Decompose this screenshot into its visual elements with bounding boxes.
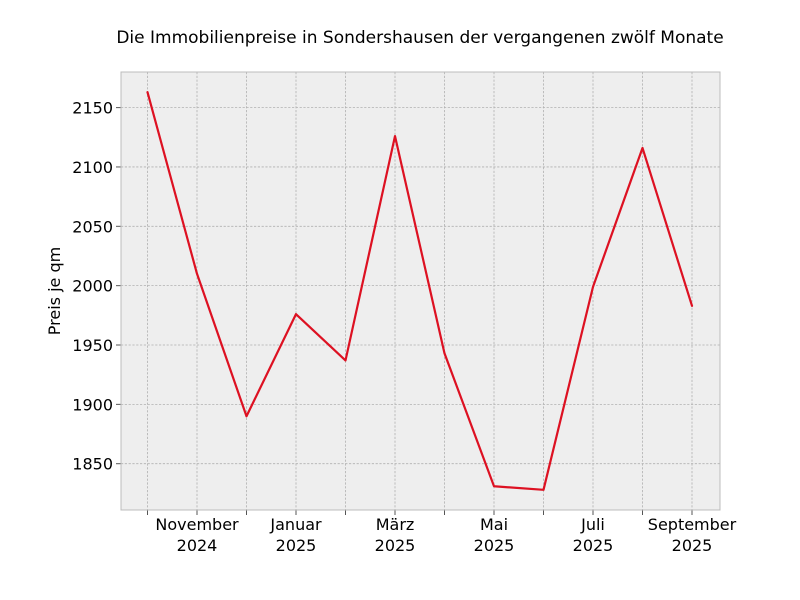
x-tick-label-line2: 2025 bbox=[375, 536, 416, 555]
data-points bbox=[147, 92, 693, 490]
x-tick-label-line1: Mai bbox=[480, 515, 508, 534]
chart-title: Die Immobilienpreise in Sondershausen de… bbox=[116, 28, 723, 48]
x-tick-label-line1: März bbox=[376, 515, 415, 534]
x-tick-label-line2: 2025 bbox=[573, 536, 614, 555]
y-axis-title: Preis je qm bbox=[45, 247, 64, 335]
axis-ticks bbox=[116, 107, 693, 515]
x-tick-label-line1: Januar bbox=[269, 515, 322, 534]
y-tick-label: 2050 bbox=[72, 217, 113, 236]
plot-frame bbox=[120, 71, 721, 511]
y-tick-label: 2000 bbox=[72, 277, 113, 296]
grid-lines bbox=[121, 72, 720, 510]
y-axis-tick-labels: 1850 1900 1950 2000 2050 2100 2150 bbox=[72, 99, 113, 474]
x-tick-label-line1: November bbox=[155, 515, 239, 534]
y-tick-label: 2150 bbox=[72, 99, 113, 118]
x-axis-tick-labels: November 2024 Januar 2025 März 2025 Mai 2025 Jul… bbox=[155, 515, 736, 555]
x-tick-label-line2: 2025 bbox=[276, 536, 317, 555]
y-tick-label: 1900 bbox=[72, 395, 113, 414]
x-tick-label-line1: Juli bbox=[580, 515, 605, 534]
x-tick-label-line2: 2024 bbox=[177, 536, 218, 555]
series-line bbox=[146, 91, 694, 491]
x-tick-label-line2: 2025 bbox=[672, 536, 713, 555]
x-tick-label-line2: 2025 bbox=[474, 536, 515, 555]
x-tick-label-line1: September bbox=[648, 515, 737, 534]
y-tick-label: 1850 bbox=[72, 455, 113, 474]
y-tick-label: 1950 bbox=[72, 336, 113, 355]
y-tick-label: 2100 bbox=[72, 158, 113, 177]
plot-area bbox=[121, 72, 720, 510]
